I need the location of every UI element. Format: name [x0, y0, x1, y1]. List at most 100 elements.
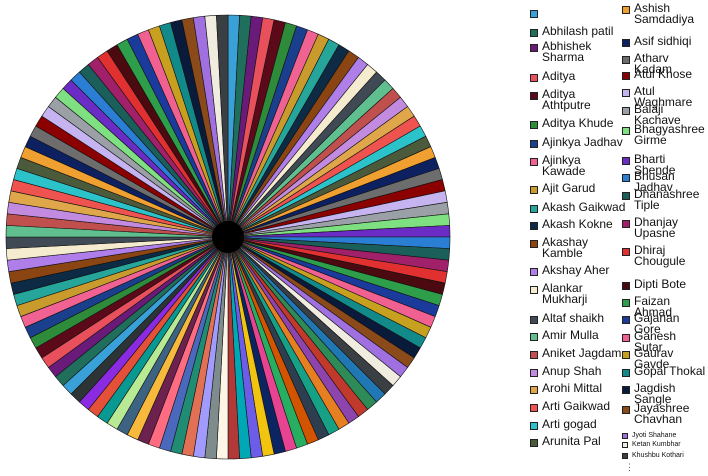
legend-item: Aditya: [530, 70, 575, 82]
legend-item: Arti Gaikwad: [530, 399, 611, 413]
legend-swatch: [530, 422, 538, 430]
legend-swatch: [530, 10, 538, 18]
legend-item: Ajit Garud: [530, 181, 596, 195]
legend-label: Jagdish Sangle: [634, 381, 676, 406]
legend-swatch: [622, 334, 630, 342]
legend-swatch: [622, 174, 630, 182]
legend-item: Arti gogad: [530, 417, 597, 431]
legend-label: Alankar Mukharji: [542, 281, 588, 306]
legend-swatch: [530, 158, 538, 166]
legend-label: Bhusan Jadhav: [634, 169, 675, 194]
legend-swatch: [622, 157, 630, 165]
legend-swatch: [530, 386, 538, 394]
legend-item: Ganesh Sutar: [622, 329, 708, 354]
legend-label: Ganesh Sutar: [634, 329, 677, 354]
legend-label: Bhagyashree Girme: [634, 122, 705, 147]
legend-swatch: [622, 248, 630, 256]
legend-swatch: [530, 286, 538, 294]
legend-swatch: [530, 222, 538, 230]
legend-item: Akshay Aher: [530, 264, 609, 276]
legend-label: Dhanashree Tiple: [634, 187, 700, 212]
legend-swatch: [622, 127, 630, 135]
legend-item: Atharv Kadam: [622, 52, 708, 75]
legend-label: Dhanjay Upasne: [634, 215, 679, 240]
legend-swatch: [530, 369, 538, 377]
pie-center: [212, 221, 244, 253]
legend-label: Gopal Thokal: [634, 364, 706, 378]
legend-item: Ketan Kumbhar: [622, 441, 681, 449]
legend-label: Anup Shah: [542, 364, 602, 378]
legend-more-indicator: ⋮: [625, 462, 634, 472]
legend-label: Dipti Bote: [634, 277, 687, 291]
legend-label: Arohi Mittal: [542, 381, 603, 395]
legend-item: Khushbu Kothari: [622, 452, 684, 460]
legend-swatch: [530, 316, 538, 324]
legend-label: Jayashree Chavhan: [634, 401, 690, 426]
legend-swatch: [530, 29, 538, 37]
legend-label: Abhilash patil: [542, 24, 614, 38]
legend-swatch: [622, 56, 630, 64]
legend-item: Alankar Mukharji: [530, 281, 588, 306]
legend-item: Dhanashree Tiple: [622, 187, 700, 212]
legend-item: Dhiraj Chougule: [622, 244, 685, 267]
legend-label: Ajinkya Kawade: [542, 153, 586, 178]
legend-label: Aniket Jagdam: [542, 346, 622, 360]
legend-label: Arti gogad: [542, 417, 597, 431]
legend-swatch: [530, 44, 538, 52]
legend-swatch: [622, 299, 630, 307]
legend-swatch: [622, 442, 628, 448]
legend-item: Atul Waghmare: [622, 84, 708, 109]
legend-item: Aditya Athtputre: [530, 88, 591, 111]
legend-label: Abhishek Sharma: [542, 39, 592, 64]
legend-swatch: [622, 39, 630, 47]
legend-item: Faizan Ahmad: [622, 294, 708, 319]
legend-swatch: [622, 107, 630, 115]
legend-item: Ajinkya Kawade: [530, 153, 586, 178]
legend-item: [530, 7, 542, 18]
legend-item: Asif sidhiqi: [622, 34, 692, 48]
legend-label: Akash Kokne: [542, 217, 613, 231]
legend-item: Amir Mulla: [530, 328, 599, 342]
legend-label: Atul Waghmare: [634, 84, 693, 109]
legend-item: Anup Shah: [530, 364, 602, 378]
legend-item: Dipti Bote: [622, 277, 687, 291]
legend-label: Altaf shaikh: [542, 311, 605, 325]
legend-swatch: [530, 404, 538, 412]
legend-item: Arunita Pal: [530, 434, 601, 448]
legend-swatch: [622, 406, 630, 414]
legend-swatch: [622, 351, 630, 359]
legend-label: Balaji Kachave: [634, 102, 681, 127]
legend-item: Ajinkya Jadhav: [530, 136, 623, 148]
legend-label: Asif sidhiqi: [634, 34, 692, 48]
legend-label: Ketan Kumbhar: [632, 441, 681, 448]
legend-label: Akash Gaikwad: [542, 200, 626, 214]
legend-label: Faizan Ahmad: [634, 294, 673, 319]
legend-item: Bhagyashree Girme: [622, 122, 705, 147]
legend-swatch: [622, 89, 630, 97]
legend-label: Gajanan Gore: [634, 311, 680, 336]
legend-swatch: [530, 92, 538, 100]
legend-item: Akash Gaikwad: [530, 200, 626, 214]
legend-swatch: [530, 268, 538, 276]
legend-label: Ajit Garud: [542, 181, 596, 195]
legend-label: Akashay Kamble: [542, 235, 589, 260]
legend-item: Atul Khose: [622, 67, 693, 81]
legend-item: Gajanan Gore: [622, 311, 708, 336]
legend-label: Amir Mulla: [542, 328, 599, 342]
legend-swatch: [530, 240, 538, 248]
legend-swatch: [622, 386, 630, 394]
legend-swatch: [530, 439, 538, 447]
legend-swatch: [622, 282, 630, 290]
legend-item: Balaji Kachave: [622, 102, 708, 127]
legend-label: Arti Gaikwad: [542, 399, 611, 413]
legend-swatch: [622, 433, 628, 439]
legend-swatch: [622, 72, 630, 80]
pie-slice: [216, 14, 229, 238]
legend-item: Akashay Kamble: [530, 235, 589, 260]
legend-item: Jyoti Shahane: [622, 432, 676, 440]
legend-label: Arunita Pal: [542, 434, 601, 448]
legend-swatch: [622, 220, 630, 228]
legend-item: Abhishek Sharma: [530, 39, 592, 64]
legend-label: Atul Khose: [634, 67, 693, 81]
legend-item: Ashish Samdadiya: [622, 2, 694, 25]
